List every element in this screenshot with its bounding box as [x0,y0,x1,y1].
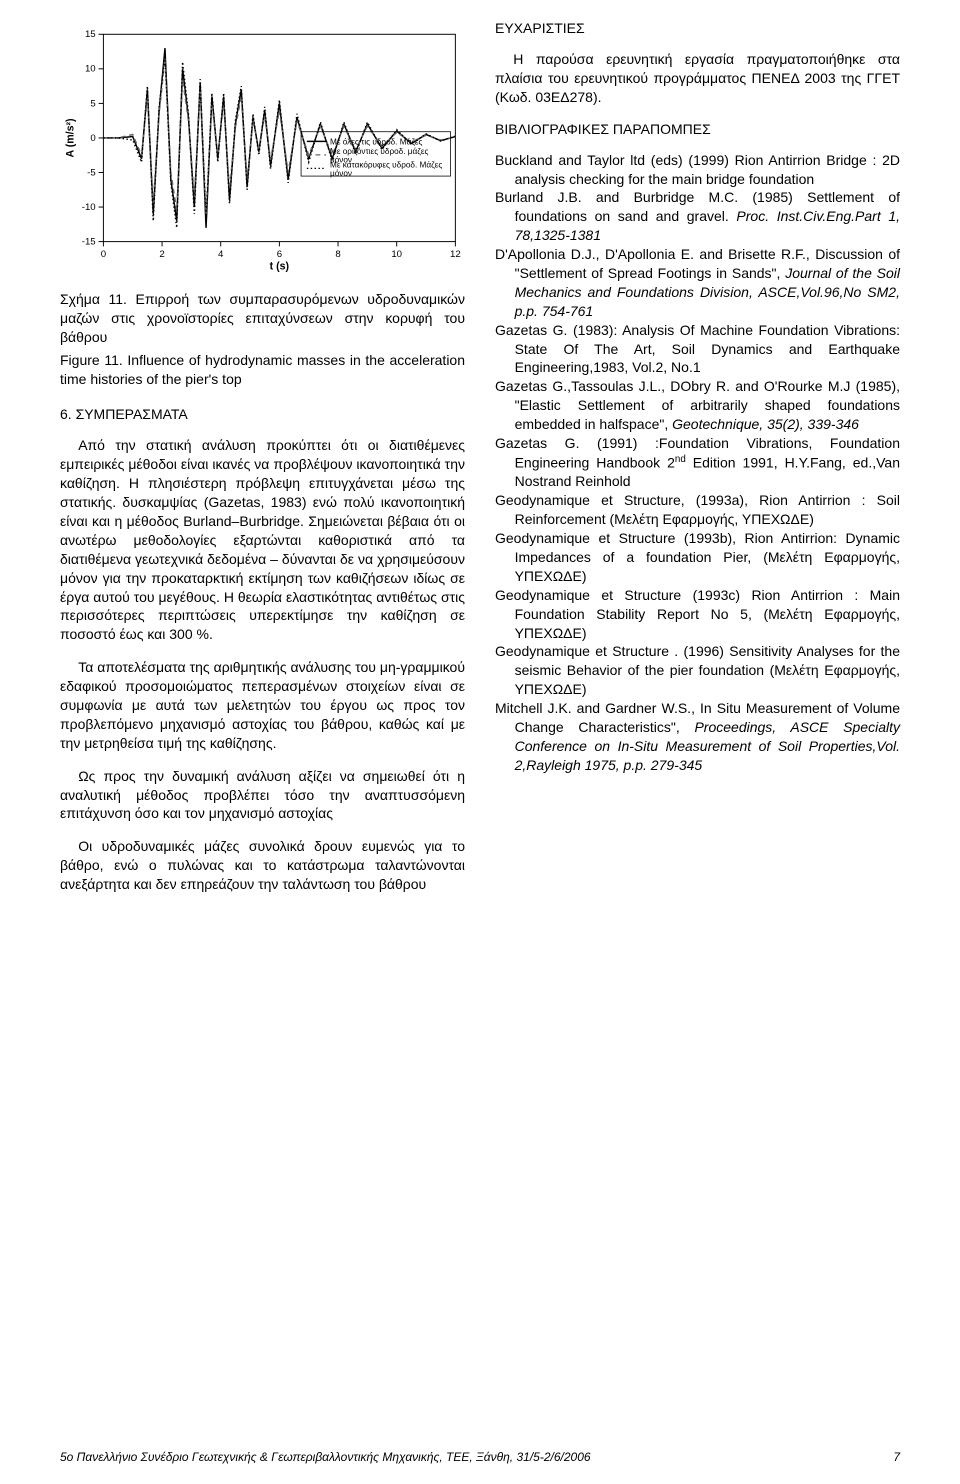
references-list: Buckland and Taylor ltd (eds) (1999) Rio… [495,151,900,775]
left-column: 0 2 4 6 8 10 12 -15 -10 -5 0 5 10 15 t (s) A (m/s²) Με ό… [60,20,465,908]
svg-text:12: 12 [450,249,461,260]
svg-text:-15: -15 [82,237,96,248]
section-heading-conclusions: 6. ΣΥΜΠΕΡΑΣΜΑΤΑ [60,406,465,422]
reference-item: Geodynamique et Structure (1993c) Rion A… [495,586,900,643]
acknowledgements-heading: ΕΥΧΑΡΙΣΤΙΕΣ [495,20,900,36]
conclusions-p2: Τα αποτελέσματα της αριθμητικής ανάλυσης… [60,658,465,752]
references-heading: ΒΙΒΛΙΟΓΡΑΦΙΚΕΣ ΠΑΡΑΠΟΜΠΕΣ [495,121,900,137]
svg-text:Με κατακόρυφες υδροδ. Μάζες: Με κατακόρυφες υδροδ. Μάζες [330,160,442,169]
svg-text:A (m/s²): A (m/s²) [65,118,77,157]
svg-text:10: 10 [391,249,402,260]
svg-text:μόνον: μόνον [330,169,352,178]
reference-item: Buckland and Taylor ltd (eds) (1999) Rio… [495,151,900,189]
svg-text:5: 5 [90,98,95,109]
reference-item: Geodynamique et Structure, (1993a), Rion… [495,491,900,529]
footer-conference-info: 5ο Πανελλήνιο Συνέδριο Γεωτεχνικής & Γεω… [60,1450,591,1464]
reference-item: Gazetas G. (1991) :Foundation Vibrations… [495,434,900,491]
right-column: ΕΥΧΑΡΙΣΤΙΕΣ Η παρούσα ερευνητική εργασία… [495,20,900,908]
svg-text:6: 6 [277,249,282,260]
svg-text:8: 8 [335,249,340,260]
reference-item: Mitchell J.K. and Gardner W.S., In Situ … [495,699,900,775]
chart-svg: 0 2 4 6 8 10 12 -15 -10 -5 0 5 10 15 t (s) A (m/s²) Με ό… [60,20,465,280]
acknowledgements-body: Η παρούσα ερευνητική εργασία πραγματοποι… [495,50,900,107]
svg-text:Με οριζόντιες υδροδ. μάζες: Με οριζόντιες υδροδ. μάζες [330,147,428,156]
svg-text:0: 0 [90,133,95,144]
reference-item: Geodynamique et Structure (1993b), Rion … [495,529,900,586]
svg-text:10: 10 [85,64,96,75]
svg-text:-10: -10 [82,202,96,213]
svg-text:-5: -5 [87,167,96,178]
page-footer: 5ο Πανελλήνιο Συνέδριο Γεωτεχνικής & Γεω… [60,1450,900,1464]
conclusions-p4: Οι υδροδυναμικές μάζες συνολικά δρουν ευ… [60,837,465,894]
page: 0 2 4 6 8 10 12 -15 -10 -5 0 5 10 15 t (s) A (m/s²) Με ό… [0,0,960,1484]
reference-item: Gazetas G.,Tassoulas J.L., DObry R. and … [495,377,900,434]
figure-caption-english: Figure 11. Influence of hydrodynamic mas… [60,351,465,389]
svg-text:2: 2 [159,249,164,260]
conclusions-p3: Ως προς την δυναμική ανάλυση αξίζει να σ… [60,767,465,824]
conclusions-p1: Από την στατική ανάλυση προκύπτει ότι οι… [60,436,465,644]
reference-item: Burland J.B. and Burbridge M.C. (1985) S… [495,188,900,245]
svg-text:t (s): t (s) [270,261,289,273]
reference-item: Geodynamique et Structure . (1996) Sensi… [495,642,900,699]
svg-text:0: 0 [101,249,106,260]
two-column-layout: 0 2 4 6 8 10 12 -15 -10 -5 0 5 10 15 t (s) A (m/s²) Με ό… [60,20,900,908]
footer-page-number: 7 [893,1450,900,1464]
acceleration-chart: 0 2 4 6 8 10 12 -15 -10 -5 0 5 10 15 t (s) A (m/s²) Με ό… [60,20,465,280]
svg-text:4: 4 [218,249,224,260]
reference-item: Gazetas G. (1983): Analysis Of Machine F… [495,321,900,378]
svg-text:Με όλες τις υδροδ. Μάζες: Με όλες τις υδροδ. Μάζες [330,137,423,146]
reference-item: D'Apollonia D.J., D'Apollonia E. and Bri… [495,245,900,321]
figure-caption-greek: Σχήμα 11. Επιρροή των συμπαρασυρόμενων υ… [60,290,465,347]
svg-text:15: 15 [85,29,96,40]
